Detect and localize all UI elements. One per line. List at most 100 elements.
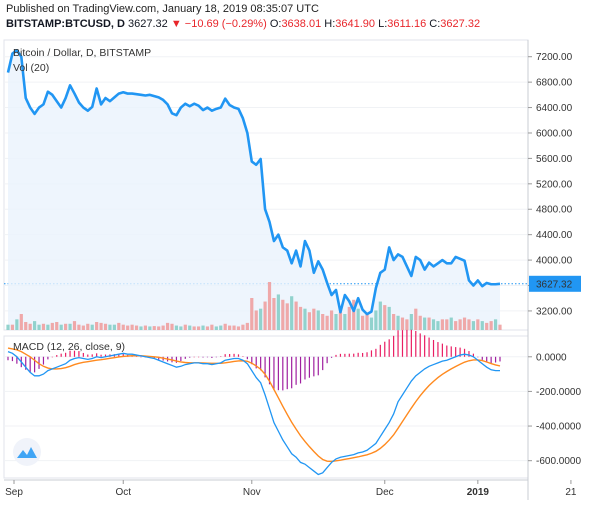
price-area-fill: [8, 50, 500, 331]
volume-bar: [281, 299, 285, 330]
x-tick-label: Nov: [243, 487, 261, 498]
macd-hist-bar: [104, 354, 107, 357]
volume-bar: [387, 306, 391, 330]
macd-hist-bar: [308, 356, 311, 378]
macd-hist-bar: [33, 356, 36, 373]
volume-bar: [347, 306, 351, 330]
macd-tick-label: 0.0000: [536, 352, 567, 363]
macd-hist-bar: [158, 356, 160, 360]
macd-hist-bar: [361, 352, 364, 357]
volume-bar: [298, 306, 303, 330]
volume-bar: [37, 324, 41, 330]
macd-hist-bar: [406, 329, 408, 357]
macd-hist-bar: [428, 337, 430, 357]
volume-bar: [272, 298, 276, 330]
labels: 7200.00 6800.00 6400.00 6000.00 5600.00 5200.…: [5, 47, 581, 498]
macd-hist-bar: [215, 356, 217, 358]
macd-hist-bar: [326, 356, 328, 364]
volume-bar: [307, 312, 312, 330]
volume-bar: [436, 321, 440, 330]
price-change: ▼ −10.69 (−0.29%): [170, 18, 267, 30]
price-tick-label: 3200.00: [536, 306, 573, 317]
volume-bar: [440, 319, 444, 330]
volume-bar: [214, 326, 218, 330]
price-tick-label: 5200.00: [536, 179, 573, 190]
macd-legend: MACD (12, 26, close, 9): [13, 341, 125, 353]
volume-bar: [196, 326, 201, 330]
volume-bar: [489, 321, 493, 330]
volume-bar: [201, 325, 205, 330]
macd-hist-bar: [375, 348, 377, 357]
volume-bar: [50, 322, 54, 330]
macd-hist-bar: [304, 356, 306, 380]
volume-bar: [41, 323, 46, 330]
macd-hist-bar: [397, 330, 399, 357]
macd-hist-bar: [11, 356, 14, 362]
volume-bar: [259, 308, 263, 330]
volume-bar: [72, 321, 77, 330]
volume-bar: [400, 317, 405, 330]
ohlc-header: BITSTAMP:BTCUSD, D 3627.32 ▼ −10.69 (−0.…: [6, 18, 480, 30]
volume-bar: [343, 314, 347, 330]
volume-bar: [498, 324, 502, 330]
volume-bar: [254, 310, 258, 330]
macd-hist-bar: [197, 356, 200, 358]
volume-bar: [325, 315, 329, 330]
macd-hist-bar: [335, 354, 337, 357]
price-tick-label: 4800.00: [536, 205, 573, 216]
macd-hist-bar: [51, 356, 53, 358]
macd-hist-bar: [233, 353, 235, 357]
macd-hist-bar: [60, 353, 62, 357]
macd-hist-bar: [410, 329, 412, 357]
last-price-badge: [529, 275, 581, 292]
x-tick-label: Oct: [115, 487, 131, 498]
volume-bar: [485, 322, 489, 330]
macd-series: [7, 347, 501, 476]
volume-bar: [427, 317, 431, 330]
macd-hist-bar: [189, 356, 191, 358]
last-price: 3627.32: [128, 18, 168, 30]
volume-bar: [46, 324, 50, 330]
volume-bar: [55, 322, 59, 330]
macd-hist-bar: [100, 354, 102, 357]
price-series: [6, 49, 501, 316]
volume-bar: [77, 324, 81, 330]
macd-hist-bar: [366, 352, 368, 357]
volume-bar: [462, 317, 467, 330]
macd-histogram: [7, 329, 501, 391]
volume-bar: [95, 322, 99, 330]
open-label: O:: [269, 18, 282, 30]
volume-bar: [493, 319, 498, 330]
high-value: 3641.90: [335, 18, 376, 30]
macd-hist-bar: [419, 333, 421, 357]
macd-hist-bar: [255, 356, 257, 369]
macd-hist-bar: [7, 356, 9, 361]
volume-bar: [356, 308, 360, 330]
volume-bar: [32, 321, 37, 330]
macd-hist-bar: [291, 356, 293, 389]
macd-hist-bar: [481, 356, 483, 360]
volume-bar: [179, 326, 183, 330]
macd-hist-bar: [242, 356, 244, 357]
macd-hist-bar: [122, 353, 124, 357]
macd-tick-label: -600.0000: [536, 456, 581, 467]
volume-bar: [458, 319, 462, 330]
volume-bar: [334, 314, 338, 330]
volume-bar: [121, 324, 125, 330]
volume-bar: [409, 314, 413, 330]
volume-bar: [188, 325, 192, 330]
macd-hist-bar: [463, 348, 466, 357]
last-price-label: 3627.32: [536, 279, 573, 290]
macd-hist-bar: [370, 350, 373, 357]
macd-hist-bar: [69, 350, 71, 357]
x-tick-label: 21: [565, 487, 577, 498]
price-tick-label: 7200.00: [536, 52, 573, 63]
volume-bar: [329, 310, 334, 330]
macd-hist-bar: [206, 356, 209, 358]
logo-circle: [13, 438, 41, 466]
volume-bar: [223, 323, 227, 330]
volume-bar: [103, 323, 108, 330]
x-tick-label: Sep: [5, 487, 23, 498]
macd-hist-bar: [175, 356, 178, 363]
